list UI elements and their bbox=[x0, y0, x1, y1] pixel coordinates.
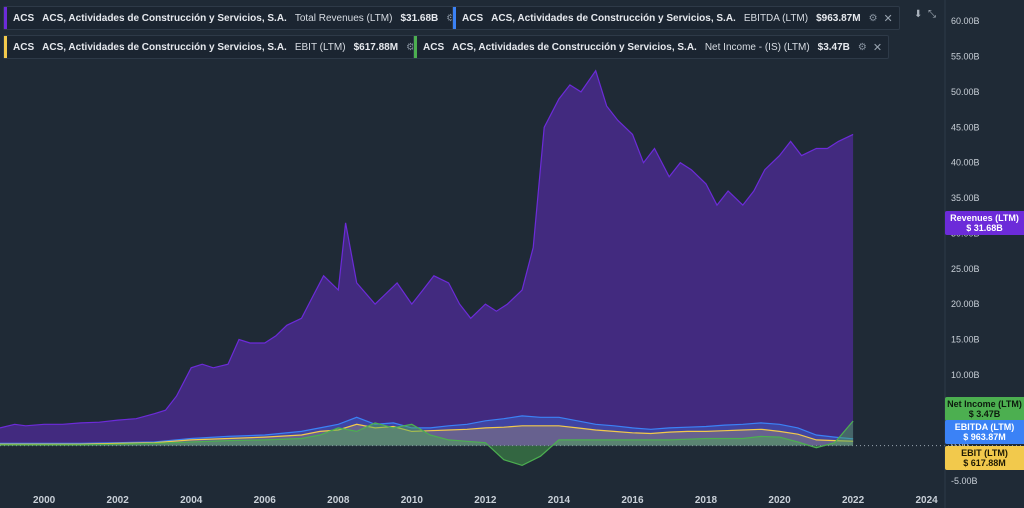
legend-metric: EBITDA (LTM) bbox=[743, 12, 809, 24]
legend-color-bar bbox=[4, 7, 7, 29]
legend-ebitda[interactable]: ACS ACS, Actividades de Construcción y S… bbox=[452, 6, 900, 30]
x-tick-label: 2018 bbox=[695, 495, 718, 506]
tag-value: $ 963.87M bbox=[963, 432, 1006, 442]
y-tick-label: 0.00 bbox=[951, 441, 969, 451]
legend-metric: Total Revenues (LTM) bbox=[294, 12, 393, 24]
legend-company-name: ACS, Actividades de Construcción y Servi… bbox=[42, 12, 287, 24]
x-tick-label: 2002 bbox=[107, 495, 130, 506]
tag-label: Net Income (LTM) bbox=[947, 399, 1022, 409]
x-tick-label: 2006 bbox=[254, 495, 277, 506]
legend-company-name: ACS, Actividades de Construcción y Servi… bbox=[491, 12, 736, 24]
tag-value: $ 617.88M bbox=[963, 458, 1006, 468]
legend-metric: EBIT (LTM) bbox=[294, 41, 346, 53]
y-tick-label: 15.00B bbox=[951, 334, 980, 344]
chart-settings-icon[interactable]: ⚙ bbox=[406, 41, 416, 53]
x-tick-label: 2012 bbox=[474, 495, 497, 506]
legend-ticker: ACS bbox=[13, 41, 35, 53]
legend-ticker: ACS bbox=[423, 41, 445, 53]
series-line-3 bbox=[0, 420, 854, 467]
y-tick-label: 45.00B bbox=[951, 122, 980, 132]
download-icon[interactable]: ⬇ bbox=[914, 9, 923, 20]
series-line-2 bbox=[0, 423, 854, 445]
legend-value: $31.68B bbox=[400, 12, 439, 24]
y-tick-label: 50.00B bbox=[951, 87, 980, 97]
y-tick-label: 55.00B bbox=[951, 52, 980, 62]
y-tick-label: 25.00B bbox=[951, 264, 980, 274]
x-tick-label: 2024 bbox=[915, 495, 938, 506]
tag-revenues: Revenues (LTM) $ 31.68B bbox=[945, 211, 1024, 235]
legend-net-income[interactable]: ACS ACS, Actividades de Construcción y S… bbox=[413, 35, 890, 59]
series-line-1 bbox=[0, 415, 854, 444]
tag-label: Revenues (LTM) bbox=[950, 213, 1019, 223]
series-area-3 bbox=[0, 421, 854, 466]
y-tick-label: 10.00B bbox=[951, 370, 980, 380]
chart-settings-icon[interactable]: ⚙ bbox=[868, 12, 878, 24]
x-tick-label: 2014 bbox=[548, 495, 571, 506]
tag-ebit: EBIT (LTM) $ 617.88M bbox=[945, 446, 1024, 470]
x-tick-label: 2000 bbox=[33, 495, 56, 506]
close-icon[interactable]: ✕ bbox=[883, 12, 893, 25]
tag-net-income: Net Income (LTM) $ 3.47B bbox=[945, 397, 1024, 421]
x-tick-label: 2010 bbox=[401, 495, 424, 506]
x-tick-label: 2022 bbox=[842, 495, 865, 506]
legend-ticker: ACS bbox=[462, 12, 484, 24]
tag-label: EBIT (LTM) bbox=[961, 448, 1008, 458]
tag-value: $ 31.68B bbox=[966, 223, 1003, 233]
y-tick-label: 35.00B bbox=[951, 193, 980, 203]
y-tick-label: 40.00B bbox=[951, 158, 980, 168]
collapse-icon[interactable]: ⤡ bbox=[928, 9, 936, 20]
x-tick-label: 2008 bbox=[327, 495, 350, 506]
y-tick-label: 60.00B bbox=[951, 16, 980, 26]
tag-value: $ 3.47B bbox=[968, 409, 1001, 419]
legend-metric: Net Income - (IS) (LTM) bbox=[704, 41, 810, 53]
x-tick-label: 2016 bbox=[621, 495, 644, 506]
legend-ebit[interactable]: ACS ACS, Actividades de Construcción y S… bbox=[3, 35, 438, 59]
x-tick-label: 2020 bbox=[768, 495, 791, 506]
tag-label: EBITDA (LTM) bbox=[954, 422, 1015, 432]
legend-color-bar bbox=[414, 36, 417, 58]
chart-settings-icon[interactable]: ⚙ bbox=[857, 41, 867, 53]
legend-value: $617.88M bbox=[353, 41, 399, 53]
series-line-0 bbox=[0, 69, 854, 429]
legend-company-name: ACS, Actividades de Construcción y Servi… bbox=[452, 41, 697, 53]
legend-color-bar bbox=[4, 36, 7, 58]
tag-ebitda: EBITDA (LTM) $ 963.87M bbox=[945, 420, 1024, 444]
chart-settings-icon[interactable]: ⚙ bbox=[446, 12, 456, 24]
x-tick-label: 2004 bbox=[180, 495, 203, 506]
legend-company-name: ACS, Actividades de Construcción y Servi… bbox=[42, 41, 287, 53]
legend-ticker: ACS bbox=[13, 12, 35, 24]
y-tick-label: 20.00B bbox=[951, 299, 980, 309]
close-icon[interactable]: ✕ bbox=[872, 41, 883, 54]
legend-color-bar bbox=[453, 7, 456, 29]
legend-total-revenues[interactable]: ACS ACS, Actividades de Construcción y S… bbox=[3, 6, 478, 30]
y-tick-label: -5.00B bbox=[951, 476, 978, 486]
series-area-0 bbox=[0, 70, 854, 446]
legend-value: $3.47B bbox=[817, 41, 850, 53]
legend-value: $963.87M bbox=[816, 12, 861, 24]
